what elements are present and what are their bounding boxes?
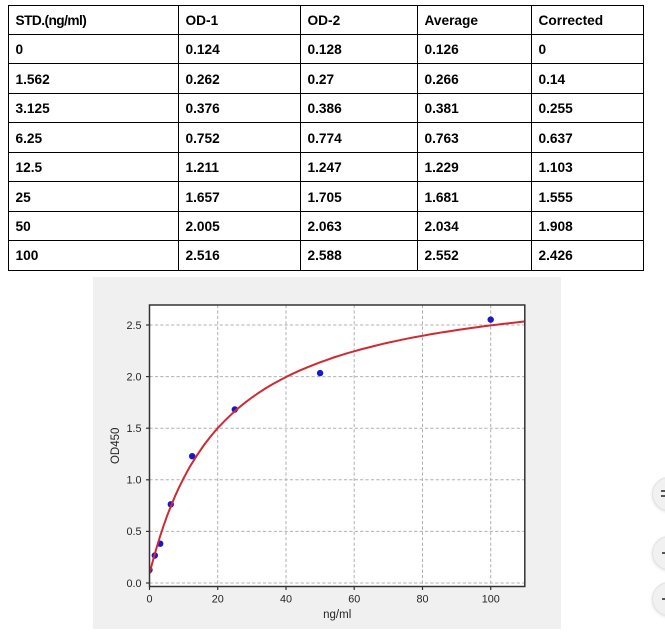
- svg-text:0: 0: [146, 594, 152, 606]
- svg-text:40: 40: [280, 594, 292, 606]
- svg-text:0.0: 0.0: [126, 578, 141, 590]
- svg-text:20: 20: [212, 594, 224, 606]
- svg-text:2.5: 2.5: [126, 320, 141, 332]
- svg-text:0.5: 0.5: [126, 526, 141, 538]
- svg-text:80: 80: [416, 594, 428, 606]
- svg-text:60: 60: [348, 594, 360, 606]
- svg-text:ng/ml: ng/ml: [323, 609, 351, 621]
- svg-text:1.5: 1.5: [126, 423, 141, 435]
- svg-text:1.0: 1.0: [126, 475, 141, 487]
- svg-text:2.0: 2.0: [126, 371, 141, 383]
- svg-text:100: 100: [482, 594, 500, 606]
- svg-text:OD450: OD450: [110, 428, 122, 464]
